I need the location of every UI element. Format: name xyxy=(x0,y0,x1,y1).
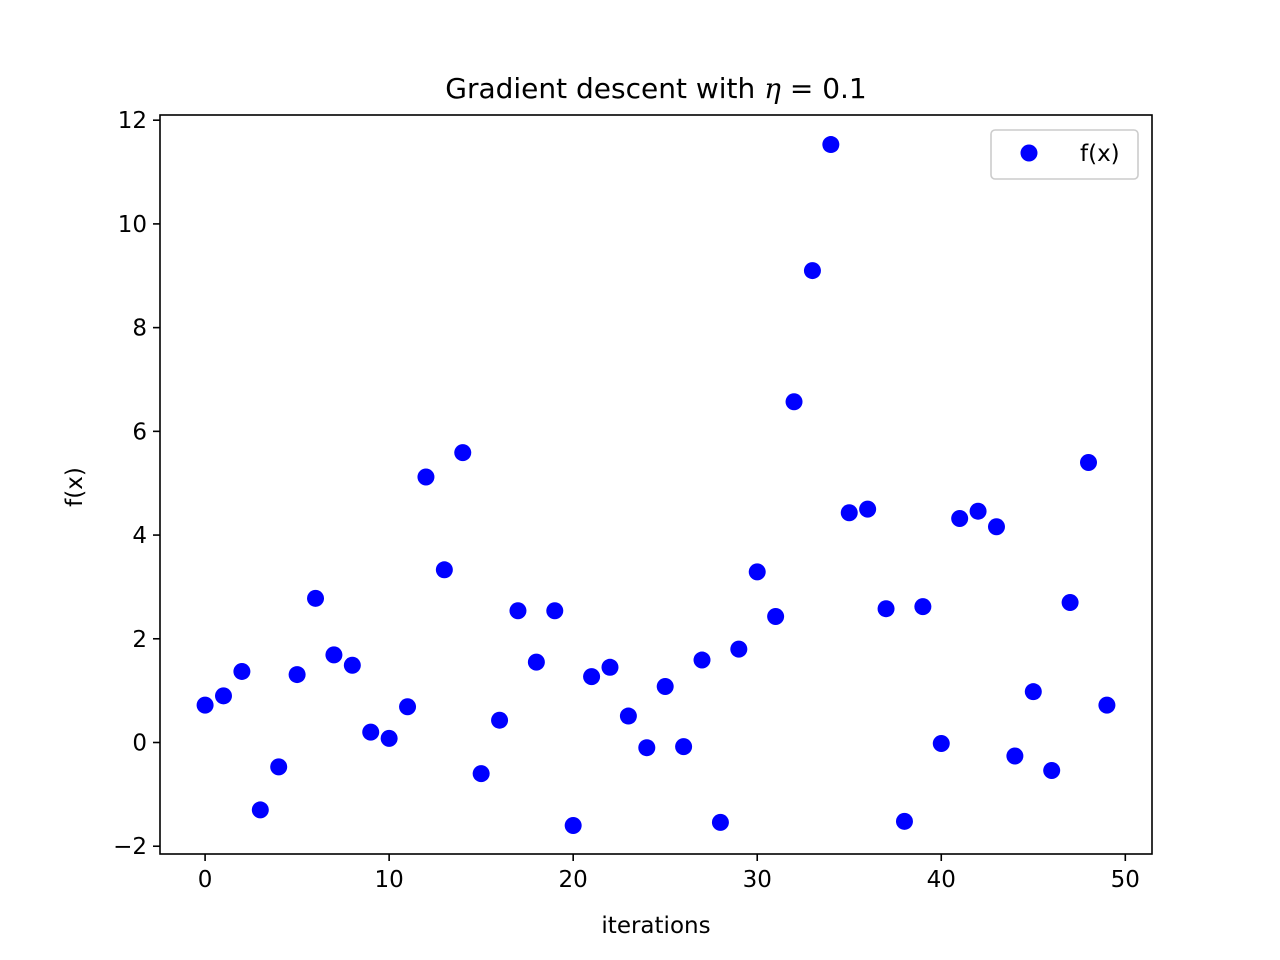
data-point xyxy=(767,607,785,625)
data-point xyxy=(472,765,490,783)
data-point xyxy=(214,687,232,705)
plot-frame xyxy=(159,114,1153,855)
data-point xyxy=(233,662,251,680)
data-point xyxy=(711,813,729,831)
data-point xyxy=(1061,593,1079,611)
data-point xyxy=(693,651,711,669)
data-point xyxy=(1043,762,1061,780)
y-tick-label: 4 xyxy=(132,523,147,549)
data-point xyxy=(877,600,895,618)
data-point xyxy=(564,816,582,834)
data-point xyxy=(251,801,269,819)
data-point xyxy=(417,468,435,486)
y-tick-label: 10 xyxy=(118,212,147,238)
data-point xyxy=(730,640,748,658)
scatter-points xyxy=(196,136,1116,834)
y-tick-label: 8 xyxy=(132,316,147,342)
data-point xyxy=(951,509,969,527)
x-tick-label: 0 xyxy=(198,867,213,893)
data-point xyxy=(803,262,821,280)
y-tick-label: 6 xyxy=(132,419,147,445)
data-point xyxy=(270,758,288,776)
y-tick-label: 12 xyxy=(118,108,147,134)
data-point xyxy=(435,561,453,579)
y-tick-label: −2 xyxy=(113,834,147,860)
data-point xyxy=(748,563,766,581)
x-tick-label: 30 xyxy=(743,867,772,893)
data-point xyxy=(343,656,361,674)
data-point xyxy=(307,589,325,607)
x-axis-ticks: 0 10 20 30 40 50 xyxy=(198,854,1140,893)
x-tick-label: 20 xyxy=(559,867,588,893)
legend-box xyxy=(990,129,1139,180)
x-tick-label: 50 xyxy=(1111,867,1140,893)
data-point xyxy=(288,666,306,684)
data-point xyxy=(491,711,509,729)
chart-title: Gradient descent with η = 0.1 xyxy=(445,72,867,105)
data-point xyxy=(601,658,619,676)
y-axis-ticks: −2 0 2 4 6 8 10 12 xyxy=(113,108,160,860)
x-axis-label: iterations xyxy=(601,913,710,939)
x-tick-label: 40 xyxy=(927,867,956,893)
data-point xyxy=(859,500,877,518)
data-point xyxy=(914,598,932,616)
data-point xyxy=(638,739,656,757)
legend-marker xyxy=(1020,144,1038,162)
data-point xyxy=(454,444,472,462)
data-point xyxy=(527,653,545,671)
data-point xyxy=(399,698,417,716)
data-point xyxy=(987,518,1005,536)
y-axis-label: f(x) xyxy=(62,467,88,507)
data-point xyxy=(583,668,601,686)
legend: f(x) xyxy=(990,129,1139,180)
data-point xyxy=(785,393,803,411)
data-point xyxy=(546,602,564,620)
data-point xyxy=(675,738,693,756)
data-point xyxy=(325,646,343,664)
data-point xyxy=(1098,696,1116,714)
data-point xyxy=(822,136,840,154)
data-point xyxy=(196,696,214,714)
data-point xyxy=(1024,683,1042,701)
data-point xyxy=(932,735,950,753)
x-tick-label: 10 xyxy=(374,867,403,893)
y-tick-label: 0 xyxy=(132,731,147,757)
data-point xyxy=(969,502,987,520)
data-point xyxy=(656,677,674,695)
data-point xyxy=(509,602,527,620)
data-point xyxy=(1006,747,1024,765)
data-point xyxy=(1080,453,1098,471)
data-point xyxy=(362,723,380,741)
y-tick-label: 2 xyxy=(132,627,147,653)
data-point xyxy=(895,812,913,830)
data-point xyxy=(619,707,637,725)
data-point xyxy=(840,504,858,522)
data-point xyxy=(380,729,398,747)
legend-label: f(x) xyxy=(1080,141,1120,167)
